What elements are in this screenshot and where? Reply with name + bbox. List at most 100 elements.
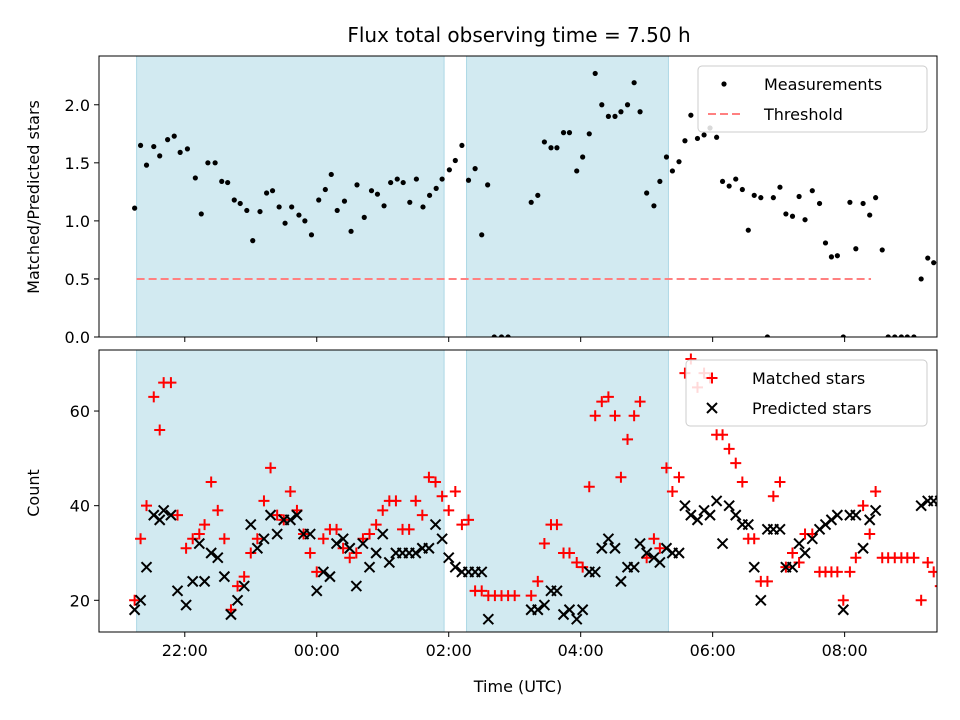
predicted-starspoint: [186, 575, 199, 588]
measurementspoint: [171, 133, 177, 139]
axes-frames: 0.0 0.5 1.0 1.5 2.0 22:00 00:00 02:00 04:00 06:00…: [65, 55, 938, 660]
matched-starspoint: [449, 485, 461, 497]
measurementspoint: [212, 160, 218, 166]
matched-starspoint: [187, 533, 199, 545]
predicted-starspoint: [589, 566, 601, 578]
matched-starspoint: [767, 490, 779, 502]
matched-starspoint: [870, 485, 882, 497]
measurementspoint: [316, 197, 322, 203]
matched-starspoint: [129, 594, 141, 606]
predicted-starspoint: [193, 537, 206, 550]
measurementspoint: [911, 334, 917, 337]
matched-starspoint: [793, 556, 805, 568]
predicted-starspoint: [691, 514, 704, 526]
y-tick-label: 2.0: [65, 96, 90, 115]
measurementspoint: [834, 253, 840, 259]
predicted-starspoint: [482, 613, 495, 625]
y-tick-label: 0.0: [65, 328, 90, 347]
matched-starspoint: [908, 552, 920, 564]
matched-starspoint: [271, 509, 283, 521]
matched-starspoint: [934, 585, 937, 588]
matched-starspoint: [928, 566, 937, 578]
predicted-starspoint: [551, 585, 563, 597]
measurementspoint: [137, 142, 144, 149]
predicted-starspoint: [679, 499, 691, 512]
measurementspoint: [308, 232, 315, 238]
matched-starspoint: [476, 585, 488, 597]
measurementspoint: [459, 142, 465, 149]
predicted-starspoint: [596, 542, 608, 554]
matched-starspoint: [666, 485, 678, 497]
measurementspoint: [783, 211, 789, 217]
y-tick-label: 40: [70, 497, 90, 516]
measurementspoint: [853, 246, 859, 252]
matched-starspoint: [436, 490, 448, 502]
matched-starspoint: [350, 547, 362, 559]
predicted-starspoint: [238, 580, 250, 592]
predicted-starspoint: [774, 523, 786, 536]
measurementspoint: [528, 199, 534, 205]
measurementspoint: [485, 182, 491, 188]
predicted-starspoint: [258, 533, 270, 545]
measurementspoint: [394, 176, 400, 182]
predicted-starspoint: [171, 585, 184, 597]
predicted-starspoint: [264, 509, 277, 521]
matched-starspoint: [551, 519, 563, 531]
measurementspoint: [592, 70, 598, 77]
measurementspoint: [892, 334, 898, 337]
predicted-starspoint: [857, 542, 869, 554]
matched-starspoint: [577, 561, 589, 573]
predicted-starspoint: [410, 547, 422, 559]
measurementspoint: [751, 192, 757, 198]
matched-starspoint: [337, 542, 349, 554]
predicted-starspoint: [128, 604, 141, 616]
predicted-starspoint: [863, 514, 876, 526]
predicted-starspoint: [357, 537, 369, 550]
measurementspoint: [219, 178, 225, 185]
matched-starspoint: [199, 519, 211, 531]
predicted-starspoint: [324, 570, 336, 583]
matched-starspoint: [837, 594, 849, 606]
measurementspoint: [822, 240, 829, 246]
matched-starspoint: [831, 566, 843, 578]
predicted-starspoint: [271, 528, 283, 540]
matched-starspoint: [748, 533, 760, 545]
measurementspoint: [663, 154, 670, 160]
predicted-starspoint: [532, 604, 544, 616]
predicted-starspoint: [153, 514, 166, 526]
predicted-starspoint: [673, 547, 685, 559]
predicted-starspoint: [198, 575, 211, 588]
predicted-starspoint: [291, 509, 303, 521]
measurementspoint: [420, 204, 426, 210]
matched-starspoint: [673, 471, 685, 483]
measurementspoint: [374, 191, 381, 197]
measurementspoint: [407, 199, 413, 205]
count-y-axis-label: Count: [24, 469, 43, 517]
matched-starspoint: [844, 566, 856, 578]
measurementspoint: [669, 168, 676, 174]
measurementspoint: [644, 190, 650, 196]
measurementspoint: [657, 178, 663, 185]
predicted-starspoint: [251, 542, 264, 554]
measurementspoint: [479, 232, 485, 238]
predicted-starspoint: [730, 509, 742, 521]
matched-starspoint: [571, 556, 583, 568]
legend-marker: [706, 372, 718, 384]
measurementspoint: [198, 211, 204, 217]
measurementspoint: [322, 186, 328, 193]
measurementspoint: [400, 179, 406, 186]
measurementspoint: [802, 217, 808, 223]
matched-starspoint: [423, 471, 435, 483]
predicted-starspoint: [350, 580, 363, 592]
matched-starspoint: [154, 424, 166, 436]
predicted-starspoint: [330, 537, 343, 550]
measurementspoint: [770, 195, 776, 201]
ratio-y-axis-label: Matched/Predicted stars: [24, 100, 43, 294]
predicted-starspoint: [245, 518, 257, 531]
matched-starspoint: [443, 504, 455, 516]
predicted-starspoint: [710, 495, 723, 507]
measurementspoint: [925, 255, 931, 261]
matched-starspoint: [370, 519, 382, 531]
legend-label: Predicted stars: [752, 399, 872, 418]
